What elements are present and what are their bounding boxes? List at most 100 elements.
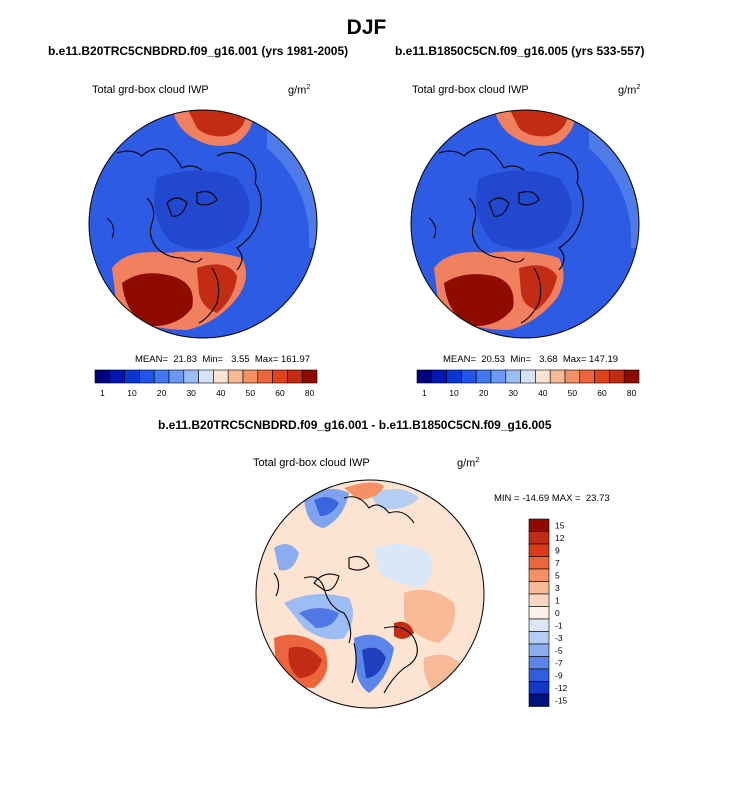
panel-3-blue-core-s: [362, 647, 386, 678]
panel-3-red-spot: [394, 621, 414, 639]
colorbar-label-3-2: 9: [555, 545, 560, 555]
panel-2-case-title: b.e11.B1850C5CN.f09_g16.005 (yrs 533-557…: [395, 44, 645, 58]
colorbar-box-1-6: [183, 369, 199, 384]
colorbar-box-3-2: [528, 543, 550, 557]
colorbar-box-1-7: [198, 369, 214, 384]
colorbar-box-3-1: [528, 531, 550, 545]
colorbar-label-3-6: 1: [555, 595, 560, 605]
colorbar-label-1-14: 80: [305, 388, 315, 398]
panel-3-lightblue-center: [374, 544, 433, 588]
panel-1-deepblue-core: [154, 170, 250, 250]
colorbar-label-1-10: 50: [246, 388, 256, 398]
colorbar-label-2-12: 60: [597, 388, 607, 398]
colorbar-box-2-1: [431, 369, 447, 384]
panel-3-map-border: [255, 479, 485, 709]
colorbar-box-1-11: [257, 369, 273, 384]
panel-1-stats: MEAN= 21.83 Min= 3.55 Max= 161.97: [135, 354, 311, 365]
panel-2-colorbar: 1 10 20 30 40 50 60 80: [416, 369, 640, 398]
colorbar-box-1-10: [242, 369, 259, 384]
panel-2-atlantic-darkred: [444, 274, 514, 327]
colorbar-label-3-3: 7: [555, 558, 560, 568]
panel-3-blue-patch-n: [369, 489, 419, 510]
colorbar-box-1-3: [139, 369, 155, 384]
panel-1-pacific-red: [187, 110, 247, 137]
colorbar-label-1-6: 30: [186, 388, 196, 398]
panel-1-colorbar: 1 10 20 30 40 50 60 80: [94, 369, 318, 398]
colorbar-label-1-4: 20: [157, 388, 167, 398]
colorbar-label-1-12: 60: [275, 388, 285, 398]
colorbar-label-3-13: -12: [555, 683, 568, 693]
colorbar-box-1-9: [227, 369, 244, 384]
panel-1-polar-map: [88, 109, 318, 339]
colorbar-box-1-4: [153, 369, 170, 384]
panel-1-coastlines: [106, 148, 262, 324]
panel-1-map-border: [88, 109, 318, 339]
colorbar-label-3-1: 12: [555, 533, 565, 543]
colorbar-label-3-7: 0: [555, 608, 560, 618]
colorbar-box-3-8: [528, 618, 550, 632]
colorbar-label-3-8: -1: [555, 620, 563, 630]
colorbar-box-3-3: [528, 556, 550, 570]
panel-2-variable: Total grd-box cloud IWP: [412, 84, 529, 96]
colorbar-box-3-0: [528, 518, 550, 532]
panel-3-darkred-core-sw: [288, 646, 322, 678]
colorbar-label-3-11: -7: [555, 658, 563, 668]
colorbar-box-2-3: [461, 369, 477, 384]
colorbar-label-3-14: -15: [555, 695, 568, 705]
colorbar-box-1-1: [109, 369, 125, 384]
colorbar-box-1-13: [287, 369, 303, 384]
colorbar-box-3-5: [528, 581, 550, 595]
colorbar-label-2-14: 80: [627, 388, 637, 398]
colorbar-box-3-11: [528, 656, 550, 670]
panel-2-stats: MEAN= 20.53 Min= 3.68 Max= 147.19: [443, 354, 619, 365]
colorbar-box-3-12: [528, 668, 550, 682]
panel-3-polar-map: [255, 479, 485, 709]
colorbar-box-2-2: [446, 369, 462, 384]
panel-2-polar-map: [410, 109, 640, 339]
colorbar-label-2-2: 10: [449, 388, 459, 398]
colorbar-box-1-0: [94, 369, 111, 384]
panel-1-variable: Total grd-box cloud IWP: [92, 84, 209, 96]
colorbar-label-3-12: -9: [555, 670, 563, 680]
colorbar-box-3-6: [528, 593, 550, 607]
panel-3-blue-core-sw: [299, 608, 339, 628]
panel-1-atlantic-darkred: [122, 273, 193, 327]
colorbar-box-2-8: [535, 369, 551, 384]
colorbar-label-3-5: 3: [555, 583, 560, 593]
colorbar-label-3-9: -3: [555, 633, 563, 643]
colorbar-box-1-2: [124, 369, 140, 384]
colorbar-box-3-14: [528, 693, 550, 707]
colorbar-box-2-11: [579, 369, 595, 384]
colorbar-box-3-9: [528, 631, 550, 645]
colorbar-box-2-10: [564, 369, 581, 384]
colorbar-label-3-10: -5: [555, 645, 563, 655]
colorbar-box-2-13: [609, 369, 625, 384]
panel-3-colorbar-boxes: [528, 518, 550, 707]
colorbar-box-2-4: [475, 369, 492, 384]
panel-3-orange-patch-e: [404, 589, 455, 643]
panel-3-coastlines: [273, 496, 418, 694]
colorbar-box-2-5: [490, 369, 507, 384]
panel-2-atlantic-red: [519, 265, 557, 310]
panel-3-blue-core-nw: [314, 497, 339, 516]
panel-1-unit: g/m2: [288, 84, 311, 97]
colorbar-box-1-8: [213, 369, 229, 384]
colorbar-box-1-5: [168, 369, 185, 384]
panel-2-pacific-red: [509, 110, 569, 137]
colorbar-label-1-8: 40: [216, 388, 226, 398]
colorbar-box-3-13: [528, 681, 550, 695]
colorbar-label-3-4: 5: [555, 570, 560, 580]
figure-title: DJF: [346, 16, 387, 39]
panel-3-colorbar-labels: 15 12 9 7 5 3 1 0 -1 -3 -5 -7 -9 -12 -15: [555, 520, 568, 705]
panel-2-colorbar-boxes: [416, 369, 640, 384]
colorbar-box-2-14: [623, 369, 640, 384]
panel-3-blue-patch-w: [274, 544, 299, 571]
colorbar-label-2-4: 20: [479, 388, 489, 398]
colorbar-label-2-6: 30: [508, 388, 518, 398]
panel-2-deepblue-core: [476, 170, 572, 250]
panel-1-colorbar-labels: 1 10 20 30 40 50 60 80: [100, 388, 315, 398]
colorbar-box-2-7: [520, 369, 536, 384]
panel-3-colorbar: 15 12 9 7 5 3 1 0 -1 -3 -5 -7 -9 -12 -15: [528, 518, 568, 707]
panel-3-stats: MIN = -14.69 MAX = 23.73: [494, 493, 610, 504]
panel-1-case-title: b.e11.B20TRC5CNBDRD.f09_g16.001 (yrs 198…: [48, 44, 349, 58]
